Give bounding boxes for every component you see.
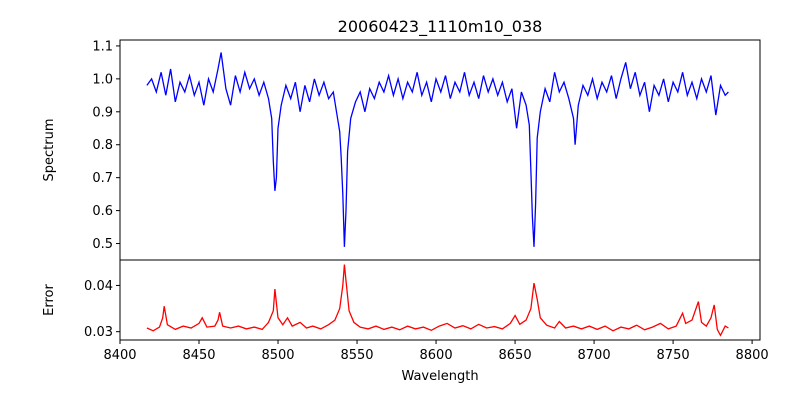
- error-y-label: Error: [42, 284, 57, 316]
- chart-title: 20060423_1110m10_038: [338, 17, 543, 37]
- x-tick-label: 8600: [420, 348, 453, 363]
- x-tick-label: 8500: [261, 348, 294, 363]
- x-tick-label: 8650: [499, 348, 532, 363]
- spectrum-y-label: Spectrum: [42, 119, 57, 182]
- spectrum-y-tick-label: 0.9: [92, 105, 113, 120]
- error-y-tick-label: 0.03: [84, 325, 113, 340]
- x-tick-label: 8700: [578, 348, 611, 363]
- error-y-tick-label: 0.04: [84, 279, 113, 294]
- x-axis-label: Wavelength: [401, 369, 478, 384]
- x-tick-label: 8550: [340, 348, 373, 363]
- x-tick-label: 8450: [182, 348, 215, 363]
- spectrum-series-line: [146, 52, 729, 247]
- error-series-line: [146, 264, 729, 337]
- error-axes-frame: [119, 259, 761, 341]
- spectrum-y-tick-label: 0.5: [92, 237, 113, 252]
- x-tick-label: 8750: [657, 348, 690, 363]
- x-tick-label: 8800: [736, 348, 769, 363]
- x-tick-label: 8400: [103, 348, 136, 363]
- spectrum-y-tick-label: 0.7: [92, 171, 113, 186]
- spectrum-y-tick-label: 0.8: [92, 138, 113, 153]
- spectrum-y-tick-label: 1.1: [92, 39, 113, 54]
- error-axes: 0.03 0.04 8400 8450 8500 8550 8600 8650 8700 8750…: [84, 259, 769, 363]
- spectrum-y-tick-label: 1.0: [92, 72, 113, 87]
- spectrum-y-tick-label: 0.6: [92, 204, 113, 219]
